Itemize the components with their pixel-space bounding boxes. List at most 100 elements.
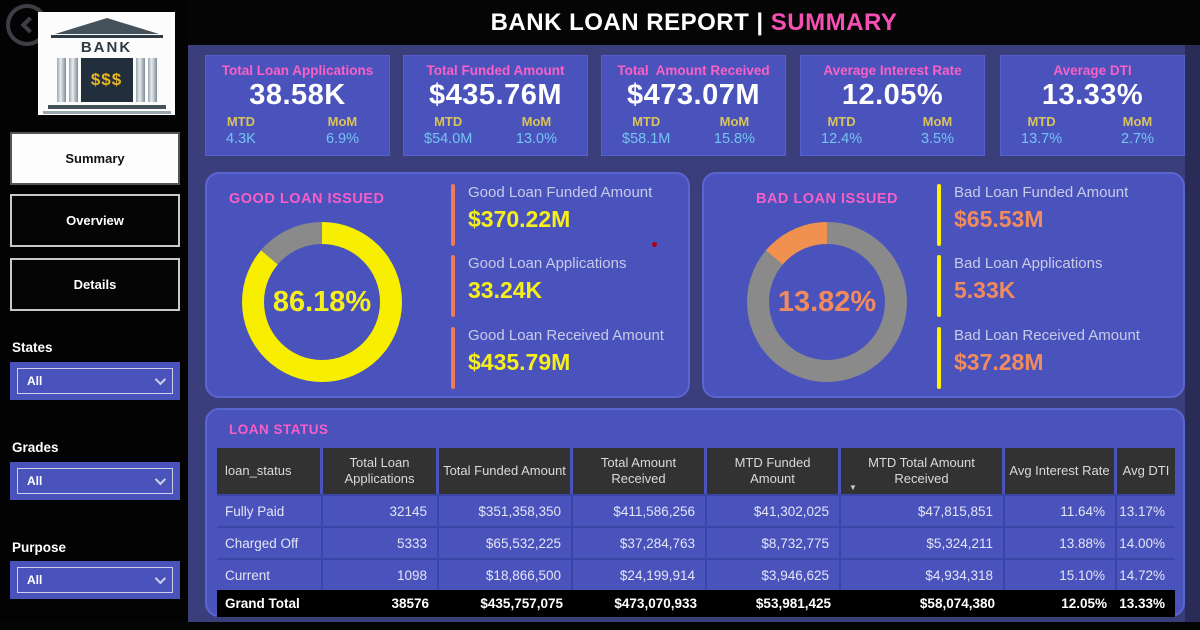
states-filter-label: States <box>12 340 53 355</box>
accent-bar <box>451 255 455 317</box>
bank-logo-text: BANK <box>80 39 133 56</box>
cell: 12.05% <box>1005 590 1117 617</box>
cell: $47,815,851 <box>841 496 1005 526</box>
mom-value: 6.9% <box>325 131 359 147</box>
kpi-title: Total Loan Applications <box>221 63 374 78</box>
mtd-value: 12.4% <box>821 131 863 147</box>
sidebar-item-details[interactable]: Details <box>10 258 180 311</box>
kpi-sub: MTD 4.3K MoM 6.9% <box>206 112 389 147</box>
accent-bar <box>451 184 455 246</box>
mtd-label: MTD <box>434 114 463 129</box>
grades-dropdown-box: All <box>17 468 173 494</box>
column-header[interactable]: Avg Interest Rate <box>1005 448 1117 494</box>
table-row[interactable]: Current 1098 $18,866,500 $24,199,914 $3,… <box>217 558 1175 590</box>
cell: $351,358,350 <box>439 496 573 526</box>
kpi-card-funded-amount[interactable]: Total Funded Amount $435.76M MTD $54.0M M… <box>403 55 588 156</box>
report-title: BANK LOAN REPORT | <box>490 8 764 36</box>
cell: $5,324,211 <box>841 528 1005 558</box>
kpi-card-total-applications[interactable]: Total Loan Applications 38.58K MTD 4.3K M… <box>205 55 390 156</box>
mom-value: 15.8% <box>713 131 755 147</box>
cell: 5333 <box>323 528 439 558</box>
kpi-value: 13.33% <box>1041 79 1144 111</box>
column-header[interactable]: Total Loan Applications <box>323 448 439 494</box>
bank-column <box>147 58 157 102</box>
accent-bar <box>937 255 941 317</box>
kpi-sub: MTD $58.1M MoM 15.8% <box>602 112 785 147</box>
column-header-sorted[interactable]: MTD Total Amount Received ▼ <box>841 448 1005 494</box>
cell: 13.17% <box>1117 496 1175 526</box>
good-loan-title: GOOD LOAN ISSUED <box>229 191 385 207</box>
column-header[interactable]: Avg DTI <box>1117 448 1175 494</box>
stat-label: Bad Loan Applications <box>954 255 1103 272</box>
cell: $411,586,256 <box>573 496 707 526</box>
right-frame <box>1185 45 1200 622</box>
column-header[interactable]: Total Amount Received <box>573 448 707 494</box>
sidebar-item-summary[interactable]: Summary <box>10 132 180 185</box>
cell: $4,934,318 <box>841 560 1005 590</box>
stat-label: Bad Loan Received Amount <box>954 327 1140 344</box>
good-loan-donut-chart[interactable]: 86.18% <box>242 222 402 382</box>
mom-label: MoM <box>719 114 750 129</box>
good-loan-percent: 86.18% <box>272 285 372 318</box>
states-dropdown-value: All <box>27 374 43 388</box>
kpi-card-interest-rate[interactable]: Average Interest Rate 12.05% MTD 12.4% Mo… <box>800 55 985 156</box>
mtd-label: MTD <box>226 114 255 129</box>
cell: $41,302,025 <box>707 496 841 526</box>
purpose-dropdown[interactable]: All <box>10 561 180 599</box>
cell: 13.88% <box>1005 528 1117 558</box>
sort-desc-icon: ▼ <box>849 483 857 492</box>
bad-loan-percent: 13.82% <box>777 285 877 318</box>
stat-value: 5.33K <box>954 277 1016 303</box>
column-header[interactable]: MTD Funded Amount <box>707 448 841 494</box>
sidebar: BANK $$$ Summary Overview Details States… <box>0 0 188 630</box>
cell: 13.33% <box>1117 590 1175 617</box>
cell: $24,199,914 <box>573 560 707 590</box>
kpi-card-dti[interactable]: Average DTI 13.33% MTD 13.7% MoM 2.7% <box>1000 55 1185 156</box>
kpi-sub: MTD 13.7% MoM 2.7% <box>1001 112 1184 147</box>
states-dropdown-box: All <box>17 368 173 394</box>
cell: $18,866,500 <box>439 560 573 590</box>
donut-hole <box>264 244 380 360</box>
table-row[interactable]: Charged Off 5333 $65,532,225 $37,284,763… <box>217 526 1175 558</box>
kpi-title: Average DTI <box>1053 63 1132 78</box>
bank-dollars: $$$ <box>80 58 133 102</box>
sidebar-item-overview[interactable]: Overview <box>10 194 180 247</box>
grades-dropdown[interactable]: All <box>10 462 180 500</box>
purpose-dropdown-value: All <box>27 573 43 587</box>
kpi-sub: MTD 12.4% MoM 3.5% <box>801 112 984 147</box>
mtd-value: 4.3K <box>226 131 256 147</box>
bad-loan-panel: BAD LOAN ISSUED 13.82% Bad Loan Funded A… <box>702 172 1185 398</box>
kpi-card-amount-received[interactable]: Total Amount Received $473.07M MTD $58.1M… <box>601 55 786 156</box>
good-loan-stat: Good Loan Funded Amount $370.22M <box>451 182 652 248</box>
cell: Current <box>217 560 323 590</box>
stat-label: Good Loan Applications <box>468 255 627 272</box>
column-header[interactable]: loan_status <box>217 448 323 494</box>
mom-label: MoM <box>922 114 953 129</box>
kpi-value: $473.07M <box>627 79 760 111</box>
column-header[interactable]: Total Funded Amount <box>439 448 573 494</box>
cell: 15.10% <box>1005 560 1117 590</box>
bad-loan-stat: Bad Loan Funded Amount $65.53M <box>937 182 1128 248</box>
bank-column <box>68 58 78 102</box>
loan-status-panel: LOAN STATUS loan_status Total Loan Appli… <box>205 408 1185 617</box>
loan-status-table: loan_status Total Loan Applications Tota… <box>217 448 1175 617</box>
good-loan-panel: GOOD LOAN ISSUED 86.18% Good Loan Funded… <box>205 172 690 398</box>
stat-value: $37.28M <box>954 349 1044 375</box>
purpose-filter-label: Purpose <box>12 540 67 555</box>
grades-dropdown-value: All <box>27 474 43 488</box>
cell: $65,532,225 <box>439 528 573 558</box>
donut-hole <box>769 244 885 360</box>
table-row[interactable]: Fully Paid 32145 $351,358,350 $411,586,2… <box>217 494 1175 526</box>
states-dropdown[interactable]: All <box>10 362 180 400</box>
stat-value: $65.53M <box>954 206 1044 232</box>
bottom-frame <box>0 622 1200 630</box>
table-header-row: loan_status Total Loan Applications Tota… <box>217 448 1175 494</box>
chevron-down-icon <box>154 473 167 486</box>
kpi-sub: MTD $54.0M MoM 13.0% <box>404 112 587 147</box>
mtd-value: $54.0M <box>424 131 473 147</box>
cell: 11.64% <box>1005 496 1117 526</box>
mom-value: 2.7% <box>1120 131 1154 147</box>
bad-loan-donut-chart[interactable]: 13.82% <box>747 222 907 382</box>
red-dot-artifact <box>652 242 657 247</box>
purpose-dropdown-box: All <box>17 567 173 593</box>
